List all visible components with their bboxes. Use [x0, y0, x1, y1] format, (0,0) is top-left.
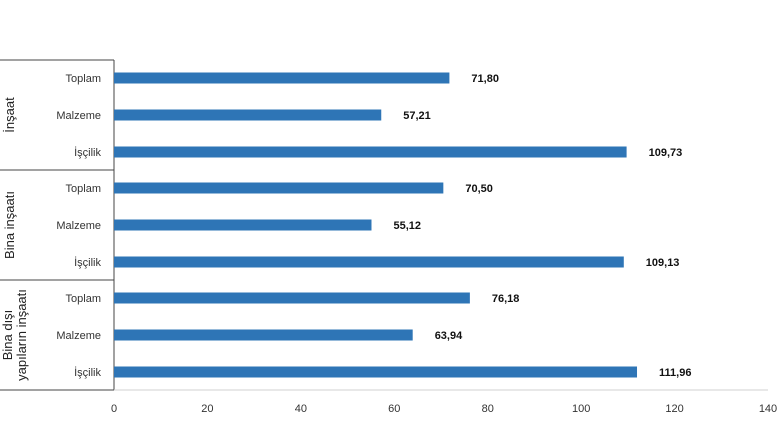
category-label: Malzeme	[56, 330, 101, 342]
data-label: 111,96	[659, 367, 691, 379]
category-label: Toplam	[66, 73, 101, 85]
group-label-line: yapıların inşaatı	[14, 289, 29, 381]
x-tick-label: 60	[388, 403, 400, 415]
data-label: 63,94	[435, 330, 463, 342]
bar	[114, 329, 413, 341]
x-tick-label: 0	[111, 403, 117, 415]
category-label: Toplam	[66, 293, 101, 305]
bar	[114, 366, 638, 378]
group-label-line: Bina dışı	[0, 310, 15, 361]
group-label: İnşaat	[2, 97, 17, 133]
data-label: 55,12	[393, 220, 421, 232]
category-label: İşçilik	[74, 366, 101, 379]
data-label: 109,13	[646, 257, 680, 269]
category-label: İşçilik	[74, 256, 101, 269]
data-label: 57,21	[403, 110, 431, 122]
x-tick-label: 80	[482, 403, 494, 415]
category-label: Malzeme	[56, 110, 101, 122]
bar	[114, 109, 382, 121]
bar	[114, 182, 444, 194]
bars-layer	[114, 72, 638, 378]
bar	[114, 219, 372, 231]
data-label: 71,80	[471, 73, 499, 85]
x-tick-label: 100	[572, 403, 590, 415]
labels-layer: İnşaat Toplam 71,80 Malzeme 57,21 İşçilik 109,…	[0, 73, 691, 381]
x-tick-label: 140	[759, 403, 777, 415]
category-label: Toplam	[66, 183, 101, 195]
group-label: Bina inşaatı	[2, 191, 17, 259]
x-tick-label: 120	[665, 403, 683, 415]
group-label-line: İnşaat	[2, 97, 17, 133]
data-label: 70,50	[465, 183, 493, 195]
group-label-line: Bina inşaatı	[2, 191, 17, 259]
x-tick-label: 40	[295, 403, 307, 415]
bar	[114, 292, 470, 304]
bar	[114, 256, 624, 268]
group-label: Bina dışıyapıların inşaatı	[0, 289, 29, 381]
bar	[114, 146, 627, 158]
bar	[114, 72, 450, 84]
category-label: İşçilik	[74, 146, 101, 159]
x-tick-label: 20	[201, 403, 213, 415]
data-label: 76,18	[492, 293, 520, 305]
category-label: Malzeme	[56, 220, 101, 232]
axes-layer: 0 20 40 60 80 100 120 140	[0, 59, 777, 415]
data-label: 109,73	[649, 147, 683, 159]
